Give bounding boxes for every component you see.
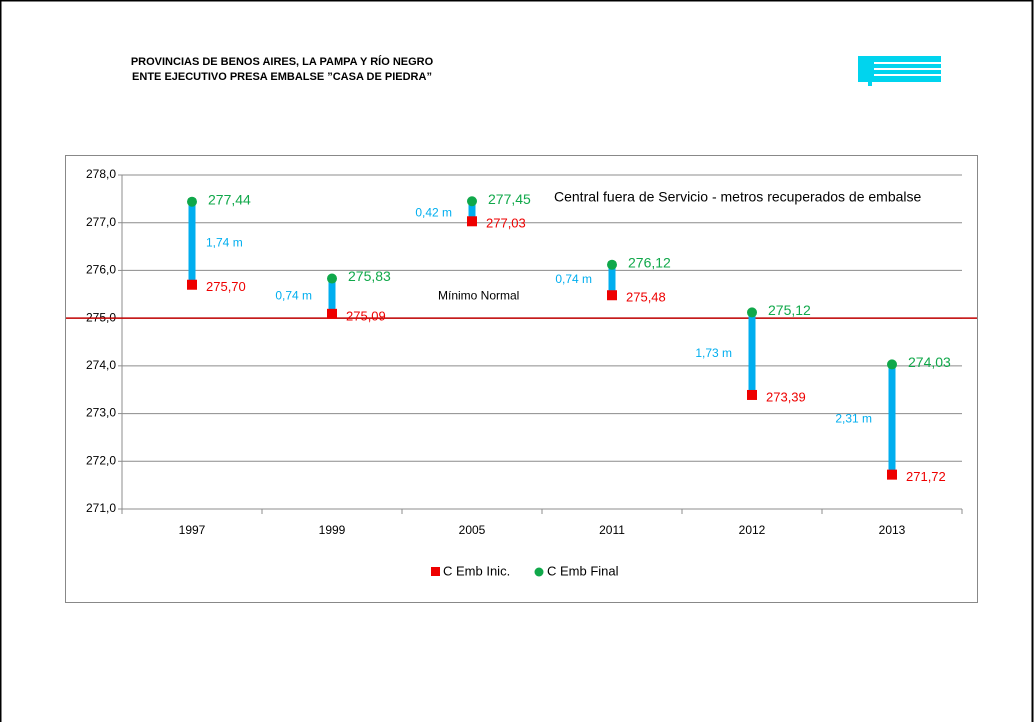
- difference-label: 0,74 m: [275, 288, 312, 302]
- difference-label: 2,31 m: [835, 412, 872, 426]
- value-label: 277,03: [486, 216, 526, 231]
- marker-dot: [607, 259, 617, 270]
- range-bar: [888, 364, 896, 475]
- difference-label: 1,74 m: [206, 235, 243, 249]
- marker-square: [887, 469, 897, 480]
- x-tick-label: 1999: [319, 523, 346, 537]
- annotation: Central fuera de Servicio - metros recup…: [554, 189, 922, 205]
- value-label: 274,03: [908, 354, 951, 370]
- value-label: 275,09: [346, 308, 386, 323]
- marker-dot: [887, 359, 897, 370]
- y-tick-label: 273,0: [86, 406, 116, 420]
- header-line: ENTE EJECUTIVO PRESA EMBALSE ”CASA DE PI…: [132, 71, 432, 83]
- marker-square: [607, 290, 617, 301]
- marker-square: [747, 389, 757, 400]
- value-label: 273,39: [766, 389, 806, 404]
- y-tick-label: 275,0: [86, 310, 116, 324]
- x-tick-label: 2013: [879, 523, 906, 537]
- legend-swatch: [534, 567, 544, 577]
- y-tick-label: 277,0: [86, 215, 116, 229]
- chart-frame: [65, 155, 978, 603]
- range-bar: [748, 312, 756, 395]
- x-tick-label: 2011: [599, 523, 625, 537]
- value-label: 275,83: [348, 268, 391, 284]
- value-label: 275,70: [206, 279, 246, 294]
- legend-swatch: [431, 567, 440, 576]
- logo: [858, 56, 941, 86]
- value-label: 277,45: [488, 191, 531, 207]
- value-label: 275,12: [768, 302, 811, 318]
- y-tick-label: 274,0: [86, 358, 116, 372]
- marker-dot: [747, 307, 757, 318]
- y-tick-label: 272,0: [86, 453, 116, 467]
- value-label: 275,48: [626, 290, 666, 305]
- marker-dot: [327, 273, 337, 284]
- value-label: 276,12: [628, 254, 671, 270]
- marker-square: [467, 216, 477, 227]
- difference-label: 0,42 m: [415, 205, 452, 219]
- y-tick-label: 278,0: [86, 167, 116, 181]
- difference-label: 0,74 m: [555, 272, 592, 286]
- value-label: 271,72: [906, 469, 946, 484]
- x-tick-label: 2012: [739, 523, 766, 537]
- range-bar: [608, 264, 616, 296]
- legend-label: C Emb Inic.: [443, 563, 510, 578]
- header-line: PROVINCIAS DE BENOS AIRES, LA PAMPA Y RÍ…: [131, 55, 434, 68]
- range-bar: [328, 278, 336, 314]
- x-tick-label: 2005: [459, 523, 486, 537]
- x-tick-label: 1997: [179, 523, 206, 537]
- value-label: 277,44: [208, 191, 251, 207]
- marker-dot: [467, 196, 477, 207]
- legend-label: C Emb Final: [547, 563, 619, 578]
- range-bar: [468, 201, 476, 222]
- reference-label: Mínimo Normal: [438, 288, 519, 302]
- marker-square: [327, 308, 337, 319]
- marker-dot: [187, 196, 197, 207]
- difference-label: 1,73 m: [695, 346, 732, 360]
- range-bar: [188, 201, 196, 285]
- marker-square: [187, 279, 197, 290]
- y-tick-label: 271,0: [86, 501, 116, 515]
- y-tick-label: 276,0: [86, 263, 116, 277]
